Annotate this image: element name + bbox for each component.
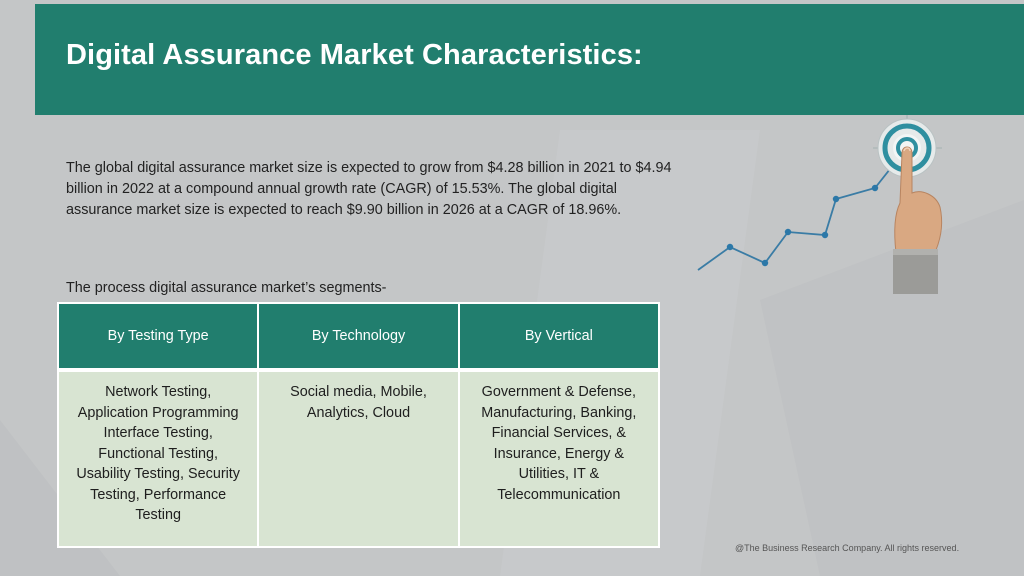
segments-label: The process digital assurance market’s s…: [66, 280, 387, 296]
segments-content-row: Network Testing, Application Programming…: [56, 368, 661, 548]
market-summary-text: The global digital assurance market size…: [66, 160, 672, 218]
copyright-footer: @The Business Research Company. All righ…: [735, 543, 960, 553]
page-title: Digital Assurance Market Characteristics…: [66, 39, 643, 71]
segment-content-vertical: Government & Defense, Manufacturing, Ban…: [457, 368, 661, 548]
segment-content-technology: Social media, Mobile, Analytics, Cloud: [257, 368, 460, 548]
segment-header-technology: By Technology: [257, 302, 460, 371]
title-banner: Digital Assurance Market Characteristics…: [35, 4, 1024, 115]
segment-content-testing-type: Network Testing, Application Programming…: [56, 368, 260, 548]
segment-header-vertical: By Vertical: [457, 302, 661, 371]
segments-header-row: By Testing Type By Technology By Vertica…: [56, 302, 661, 371]
segment-header-testing-type: By Testing Type: [56, 302, 260, 371]
target-growth-chart-icon: [697, 115, 943, 294]
segments-table: By Testing Type By Technology By Vertica…: [56, 302, 661, 548]
